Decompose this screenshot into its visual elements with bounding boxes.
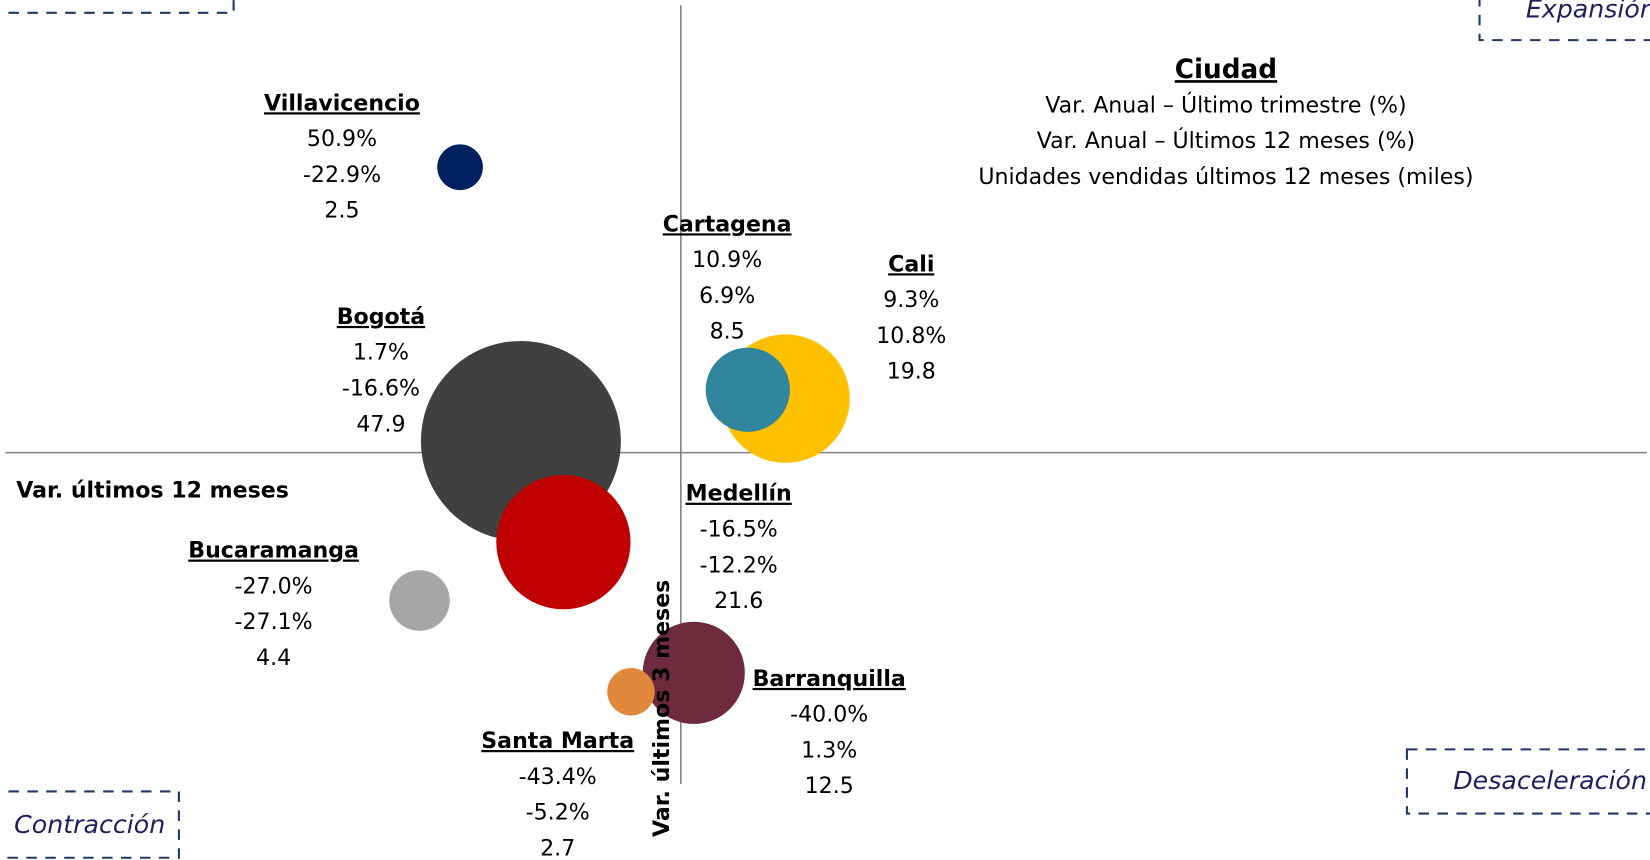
x-value-label: -16.6% bbox=[342, 375, 420, 401]
quadrant-box bbox=[1405, 748, 1650, 815]
city-label: Villavicencio bbox=[264, 90, 420, 116]
quadrant-label: Desaceleración bbox=[1453, 766, 1647, 795]
size-value-label: 2.5 bbox=[324, 198, 359, 224]
x-axis-label: Var. últimos 12 meses bbox=[16, 478, 289, 504]
city-label: Cali bbox=[888, 251, 934, 277]
y-value-label: -40.0% bbox=[790, 702, 868, 728]
x-value-label: 1.3% bbox=[801, 737, 857, 763]
legend-line: Var. Anual – Último trimestre (%) bbox=[1045, 92, 1406, 118]
size-value-label: 47.9 bbox=[356, 411, 405, 437]
legend-title: Ciudad bbox=[1175, 55, 1277, 85]
size-value-label: 2.7 bbox=[540, 835, 575, 860]
x-value-label: 6.9% bbox=[699, 283, 755, 309]
y-value-label: 9.3% bbox=[883, 287, 939, 313]
y-value-label: -43.4% bbox=[519, 764, 597, 790]
quadrant-box bbox=[0, 0, 235, 14]
bubble bbox=[705, 347, 790, 432]
legend-line: Unidades vendidas últimos 12 meses (mile… bbox=[978, 164, 1473, 190]
quadrant-label: Contracción bbox=[14, 810, 165, 839]
city-label: Cartagena bbox=[663, 211, 792, 237]
city-label: Bucaramanga bbox=[188, 538, 359, 564]
y-value-label: 10.9% bbox=[692, 247, 762, 273]
quadrant-label: Expansión bbox=[1526, 0, 1650, 24]
x-value-label: -22.9% bbox=[303, 162, 381, 188]
y-value-label: -16.5% bbox=[700, 516, 778, 542]
size-value-label: 21.6 bbox=[714, 588, 763, 614]
x-value-label: -12.2% bbox=[700, 552, 778, 578]
y-value-label: -27.0% bbox=[235, 573, 313, 599]
size-value-label: 4.4 bbox=[256, 645, 291, 671]
bubble bbox=[496, 475, 631, 610]
legend-line: Var. Anual – Últimos 12 meses (%) bbox=[1037, 128, 1415, 154]
city-label: Medellín bbox=[686, 481, 792, 507]
bubble bbox=[642, 621, 745, 724]
city-label: Santa Marta bbox=[481, 728, 634, 754]
size-value-label: 8.5 bbox=[710, 319, 745, 345]
city-label: Barranquilla bbox=[753, 666, 906, 692]
city-label: Bogotá bbox=[337, 304, 425, 330]
bubble bbox=[607, 668, 655, 716]
bubble bbox=[437, 144, 483, 191]
y-axis-label: Var. últimos 3 meses bbox=[649, 580, 675, 837]
x-value-label: 10.8% bbox=[876, 323, 946, 349]
y-value-label: 50.9% bbox=[307, 126, 377, 152]
quadrant-box bbox=[0, 790, 180, 859]
x-value-label: -5.2% bbox=[526, 800, 590, 826]
size-value-label: 19.8 bbox=[887, 359, 936, 385]
size-value-label: 12.5 bbox=[805, 773, 854, 799]
bubble bbox=[389, 570, 450, 631]
x-value-label: -27.1% bbox=[235, 609, 313, 635]
quadrant-box bbox=[1478, 0, 1650, 42]
y-value-label: 1.7% bbox=[353, 340, 409, 366]
